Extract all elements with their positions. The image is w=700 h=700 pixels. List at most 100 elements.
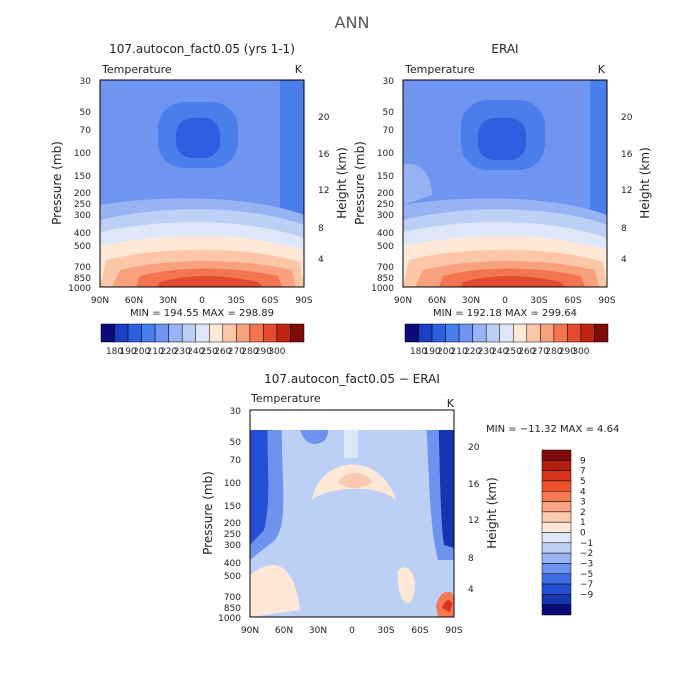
colorbar-swatch bbox=[526, 323, 541, 343]
x-tick-label: 90S bbox=[598, 296, 615, 306]
colorbar-swatch bbox=[485, 323, 500, 343]
x-ticks: 90N 60N 30N 0 30S 60S 90S bbox=[91, 296, 313, 306]
colorbar-swatch bbox=[541, 573, 572, 585]
y-tick-label: 300 bbox=[224, 541, 241, 551]
colorbar-label: 290 bbox=[559, 347, 576, 357]
colorbar-swatch bbox=[195, 323, 210, 343]
colorbar-swatch bbox=[418, 323, 433, 343]
x-tick-label: 30N bbox=[462, 296, 480, 306]
colorbar-label: 1 bbox=[580, 518, 586, 528]
y-tick-label: 700 bbox=[377, 263, 394, 273]
colorbar-label: 190 bbox=[119, 347, 136, 357]
y-tick-label: 200 bbox=[74, 189, 91, 199]
colorbar-swatch bbox=[541, 470, 572, 482]
y-tick-label: 850 bbox=[74, 274, 91, 284]
colorbar-swatch bbox=[290, 323, 305, 343]
colorbar-swatch bbox=[114, 323, 129, 343]
y2-ticks: 20 16 12 8 4 bbox=[468, 443, 480, 595]
colorbar-label: 180 bbox=[410, 347, 427, 357]
colorbar-label: 210 bbox=[451, 347, 468, 357]
y-ticks: 30 50 70 100 150 200 250 300 400 500 700… bbox=[218, 407, 241, 624]
y-tick-label: 150 bbox=[74, 172, 91, 182]
y-tick-label: 70 bbox=[383, 126, 395, 136]
colorbar-swatch bbox=[541, 460, 572, 471]
y-tick-label: 400 bbox=[377, 229, 394, 239]
plot-frame bbox=[99, 79, 305, 288]
diff-band-warm-core bbox=[338, 473, 372, 488]
temp-band-high-lat-left bbox=[403, 164, 432, 205]
y-tick-label: 250 bbox=[74, 200, 91, 210]
y2-tick-label: 4 bbox=[318, 255, 324, 265]
y-tick-label: 850 bbox=[224, 604, 241, 614]
x-tick-label: 60S bbox=[564, 296, 581, 306]
colorbar-swatch bbox=[445, 323, 460, 343]
colorbar-label: 2 bbox=[580, 508, 586, 518]
y2-tick-label: 16 bbox=[318, 150, 330, 160]
figure-title: ANN bbox=[335, 13, 370, 32]
colorbar-label: 230 bbox=[478, 347, 495, 357]
colorbar-swatch bbox=[236, 323, 251, 343]
plot-area bbox=[250, 430, 454, 617]
x-tick-label: 90S bbox=[445, 626, 462, 636]
y-tick-label: 700 bbox=[224, 593, 241, 603]
colorbar-label: 5 bbox=[580, 477, 586, 487]
plot-frame bbox=[402, 79, 608, 288]
x-tick-label: 0 bbox=[502, 296, 508, 306]
colorbar-swatch bbox=[431, 323, 446, 343]
temp-band-upper-right bbox=[280, 80, 304, 220]
colorbar-label: 7 bbox=[580, 467, 586, 477]
y-tick-label: 150 bbox=[377, 172, 394, 182]
colorbar-label: 240 bbox=[187, 347, 204, 357]
colorbar-swatch bbox=[541, 480, 572, 492]
panel-subtitle: Temperature bbox=[250, 392, 321, 405]
colorbar-label: −1 bbox=[580, 539, 593, 549]
y-tick-label: 250 bbox=[224, 530, 241, 540]
colorbar-swatch bbox=[127, 323, 142, 343]
colorbar-swatch bbox=[580, 323, 595, 343]
x-tick-label: 90N bbox=[241, 626, 259, 636]
panel-subtitle: Temperature bbox=[101, 63, 172, 76]
y2-axis-label: Height (km) bbox=[638, 147, 652, 218]
colorbar-label: −9 bbox=[580, 590, 594, 600]
y2-tick-label: 20 bbox=[468, 443, 480, 453]
panel-subtitle: Temperature bbox=[404, 63, 475, 76]
colorbar-label: 250 bbox=[505, 347, 522, 357]
y-tick-label: 500 bbox=[377, 242, 394, 252]
x-tick-label: 30S bbox=[377, 626, 394, 636]
colorbar-swatch bbox=[499, 323, 514, 343]
y2-tick-label: 20 bbox=[621, 113, 633, 123]
y-tick-label: 1000 bbox=[218, 614, 241, 624]
x-tick-label: 60S bbox=[261, 296, 278, 306]
y2-tick-label: 8 bbox=[318, 224, 324, 234]
temp-band-cold-center bbox=[478, 118, 526, 160]
colorbar-swatch bbox=[541, 491, 572, 502]
colorbar-label: −3 bbox=[580, 559, 593, 569]
x-tick-label: 60N bbox=[275, 626, 293, 636]
diff-band-lower-warm-right bbox=[397, 567, 415, 604]
y-ticks: 30 50 70 100 150 200 250 300 400 500 700… bbox=[68, 77, 91, 294]
y-axis-label: Pressure (mb) bbox=[353, 141, 367, 225]
panel-title: 107.autocon_fact0.05 − ERAI bbox=[264, 372, 440, 386]
colorbar-label: 300 bbox=[268, 347, 285, 357]
x-tick-label: 30S bbox=[227, 296, 244, 306]
x-tick-label: 0 bbox=[199, 296, 205, 306]
y-ticks: 30 50 70 100 150 200 250 300 400 500 700… bbox=[371, 77, 394, 294]
x-tick-label: 30N bbox=[159, 296, 177, 306]
colorbar-swatch bbox=[249, 323, 264, 343]
y2-tick-label: 12 bbox=[468, 516, 479, 526]
panel-reanalysis: ERAI Temperature K 30 50 70 100 150 200 bbox=[353, 42, 652, 357]
colorbar-swatch bbox=[541, 594, 572, 605]
y2-tick-label: 20 bbox=[318, 113, 330, 123]
x-tick-label: 30N bbox=[309, 626, 327, 636]
diff-band-hotspot-core bbox=[442, 600, 452, 612]
y-tick-label: 200 bbox=[377, 189, 394, 199]
colorbar-swatch bbox=[594, 323, 609, 343]
diff-band-lower-warm-left bbox=[250, 565, 300, 617]
y-tick-label: 400 bbox=[74, 229, 91, 239]
colorbar-swatch bbox=[168, 323, 183, 343]
colorbar-label: 200 bbox=[133, 347, 150, 357]
stats-text: MIN = 194.55 MAX = 298.89 bbox=[130, 308, 274, 319]
